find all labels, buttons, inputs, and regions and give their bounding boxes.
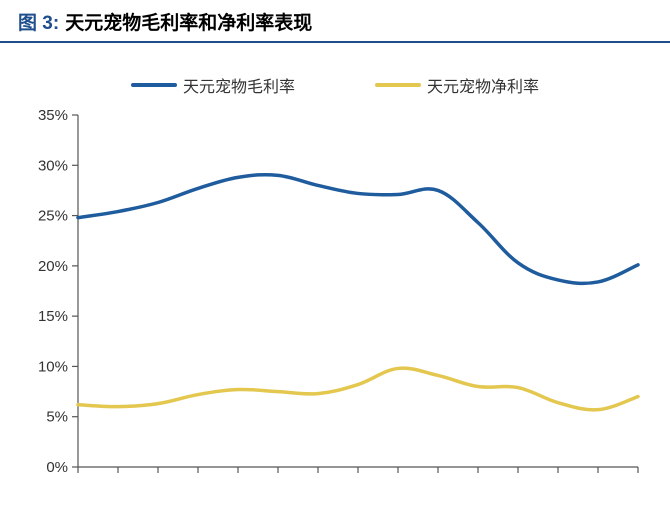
chart-svg: 0% 5% 10% 15% 20% 25% 30% 35% — [20, 107, 650, 477]
legend-label-net: 天元宠物净利率 — [427, 73, 539, 97]
figure-title: 天元宠物毛利率和净利率表现 — [65, 8, 312, 35]
legend-label-gross: 天元宠物毛利率 — [183, 73, 295, 97]
svg-text:20%: 20% — [38, 258, 68, 275]
svg-text:35%: 35% — [38, 107, 68, 124]
svg-text:0%: 0% — [46, 459, 68, 476]
legend-item-gross: 天元宠物毛利率 — [131, 73, 295, 97]
svg-text:25%: 25% — [38, 208, 68, 225]
svg-text:5%: 5% — [46, 409, 68, 426]
figure-number: 图 3: — [18, 8, 59, 35]
svg-text:30%: 30% — [38, 157, 68, 174]
legend-swatch-gross — [131, 83, 177, 87]
legend-swatch-net — [375, 83, 421, 87]
svg-text:15%: 15% — [38, 308, 68, 325]
svg-text:10%: 10% — [38, 358, 68, 375]
line-chart: 0% 5% 10% 15% 20% 25% 30% 35% — [20, 107, 650, 477]
figure-title-bar: 图 3: 天元宠物毛利率和净利率表现 — [0, 0, 670, 43]
chart-legend: 天元宠物毛利率 天元宠物净利率 — [0, 73, 670, 97]
legend-item-net: 天元宠物净利率 — [375, 73, 539, 97]
